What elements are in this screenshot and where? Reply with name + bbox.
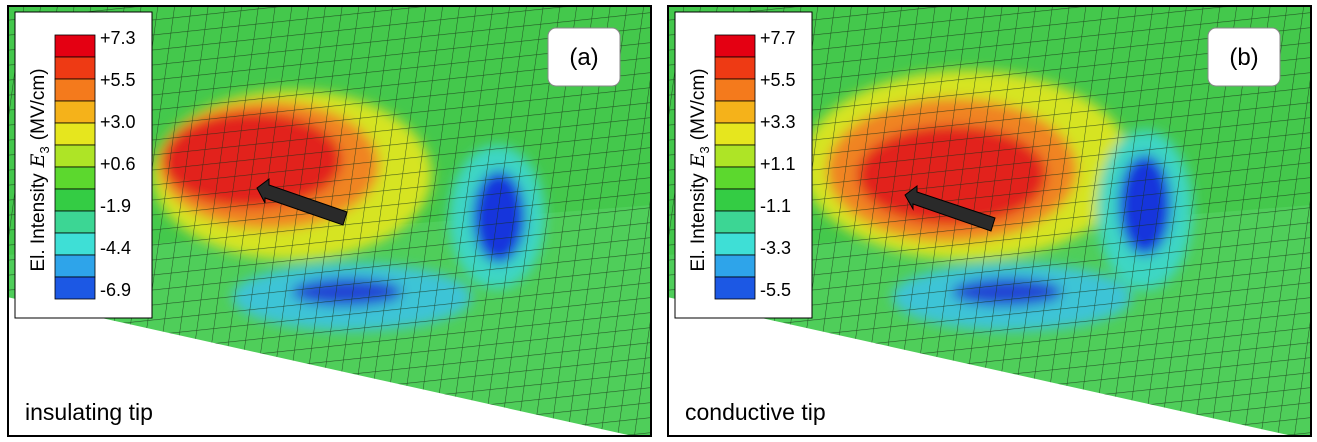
colorbar-band: [714, 100, 756, 124]
colorbar-title-text: El. Intensity: [688, 173, 709, 272]
colorbar-band: [54, 232, 96, 256]
colorbar-symbol: E: [687, 153, 709, 168]
colorbar-band: [54, 56, 96, 80]
colorbar-band: [714, 122, 756, 146]
panel-frame: [667, 5, 1312, 437]
colorbar-tick-label: +1.1: [760, 154, 796, 174]
colorbar-tick-label: -1.1: [760, 196, 791, 216]
colorbar-band: [714, 188, 756, 212]
colorbar-tick-label: -1.9: [100, 196, 131, 216]
colorbar-tick-label: -3.3: [760, 238, 791, 258]
colorbar-title: El. Intensity E3 (MV/cm): [27, 68, 52, 271]
panel: (b) conductive tip El. Intensity E3 (MV/cm) +…: [667, 5, 1312, 437]
colorbar-tick-label: +0.6: [100, 154, 136, 174]
colorbar-unit: (MV/cm): [688, 68, 709, 140]
colorbar-band: [714, 56, 756, 80]
colorbar-tick-label: -4.4: [100, 238, 131, 258]
colorbar-tick-label: +5.5: [760, 70, 796, 90]
colorbar-symbol: E: [27, 153, 49, 168]
arrow: [256, 178, 348, 226]
colorbar-tick-label: +7.7: [760, 28, 796, 48]
caption: conductive tip: [685, 399, 826, 425]
colorbar-tick-label: +3.3: [760, 112, 796, 132]
colorbar-band: [714, 166, 756, 190]
arrow: [904, 185, 996, 232]
colorbar-tick-label: -5.5: [760, 280, 791, 300]
label-box: [1207, 27, 1281, 87]
colorbar-title-text: El. Intensity: [28, 173, 49, 272]
caption-box: [675, 390, 880, 430]
caption-box: [15, 390, 220, 430]
colorbar-band: [54, 188, 96, 212]
panel-frame: [7, 5, 652, 437]
colorbar-subscript: 3: [37, 146, 52, 153]
panel: (a) insulating tip El. Intensity E3 (MV/cm) +…: [7, 5, 652, 437]
colorbar-band: [714, 232, 756, 256]
colorbar-tick-label: +3.0: [100, 112, 136, 132]
colorbar-band: [54, 122, 96, 146]
colorbar-band: [54, 144, 96, 168]
colorbar-band: [714, 34, 756, 58]
colorbar-tick-label: +7.3: [100, 28, 136, 48]
label-box: [547, 27, 621, 87]
colorbar-band: [714, 276, 756, 300]
colorbar-band: [714, 210, 756, 234]
colorbar-band: [54, 276, 96, 300]
colorbar-tick-label: +5.5: [100, 70, 136, 90]
panel-label: (a): [569, 44, 598, 71]
caption: insulating tip: [25, 399, 153, 425]
colorbar-band: [714, 78, 756, 102]
colorbar-band: [54, 210, 96, 234]
colorbar-band: [54, 166, 96, 190]
colorbar-unit: (MV/cm): [28, 68, 49, 140]
colorbar-band: [54, 254, 96, 278]
colorbar-band: [54, 100, 96, 124]
colorbar-tick-label: -6.9: [100, 280, 131, 300]
colorbar-band: [714, 254, 756, 278]
colorbar-subscript: 3: [697, 146, 712, 153]
colorbar-band: [714, 144, 756, 168]
colorbar-title: El. Intensity E3 (MV/cm): [687, 68, 712, 271]
colorbar-band: [54, 78, 96, 102]
panel-label: (b): [1229, 44, 1258, 71]
colorbar-band: [54, 34, 96, 58]
